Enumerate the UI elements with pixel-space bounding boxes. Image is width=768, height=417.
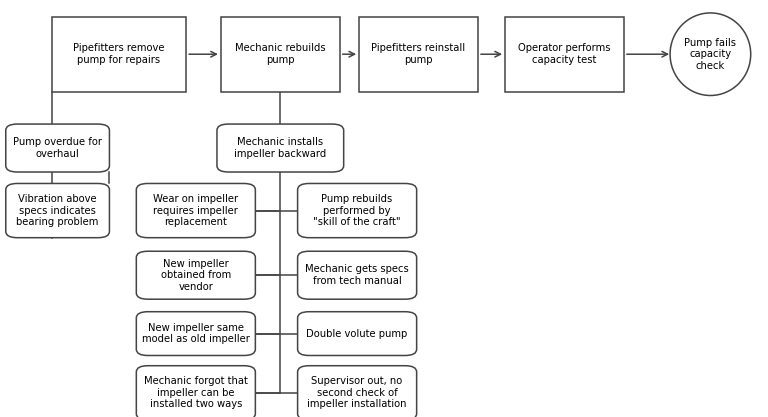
FancyBboxPatch shape [298, 251, 416, 299]
FancyBboxPatch shape [298, 366, 416, 417]
FancyBboxPatch shape [5, 124, 110, 172]
Text: Pump fails
capacity
check: Pump fails capacity check [684, 38, 737, 71]
Text: Mechanic gets specs
from tech manual: Mechanic gets specs from tech manual [305, 264, 409, 286]
FancyBboxPatch shape [5, 183, 110, 238]
Text: Pump overdue for
overhaul: Pump overdue for overhaul [13, 137, 102, 159]
FancyBboxPatch shape [217, 124, 344, 172]
Text: Mechanic installs
impeller backward: Mechanic installs impeller backward [234, 137, 326, 159]
FancyBboxPatch shape [137, 251, 255, 299]
Text: Mechanic forgot that
impeller can be
installed two ways: Mechanic forgot that impeller can be ins… [144, 376, 248, 409]
Bar [505, 17, 624, 92]
FancyBboxPatch shape [137, 183, 255, 238]
Bar [359, 17, 478, 92]
Text: Wear on impeller
requires impeller
replacement: Wear on impeller requires impeller repla… [154, 194, 238, 227]
Text: Pipefitters reinstall
pump: Pipefitters reinstall pump [372, 43, 465, 65]
Text: Vibration above
specs indicates
bearing problem: Vibration above specs indicates bearing … [16, 194, 99, 227]
FancyBboxPatch shape [137, 312, 255, 355]
Text: Operator performs
capacity test: Operator performs capacity test [518, 43, 611, 65]
Text: New impeller
obtained from
vendor: New impeller obtained from vendor [161, 259, 231, 292]
Text: Supervisor out, no
second check of
impeller installation: Supervisor out, no second check of impel… [307, 376, 407, 409]
Bar [221, 17, 339, 92]
Text: Pump rebuilds
performed by
"skill of the craft": Pump rebuilds performed by "skill of the… [313, 194, 401, 227]
Text: Mechanic rebuilds
pump: Mechanic rebuilds pump [235, 43, 326, 65]
FancyBboxPatch shape [137, 366, 255, 417]
Bar [52, 17, 186, 92]
Ellipse shape [670, 13, 751, 95]
Text: New impeller same
model as old impeller: New impeller same model as old impeller [142, 323, 250, 344]
Text: Double volute pump: Double volute pump [306, 329, 408, 339]
Text: Pipefitters remove
pump for repairs: Pipefitters remove pump for repairs [73, 43, 165, 65]
FancyBboxPatch shape [298, 183, 416, 238]
FancyBboxPatch shape [298, 312, 416, 355]
